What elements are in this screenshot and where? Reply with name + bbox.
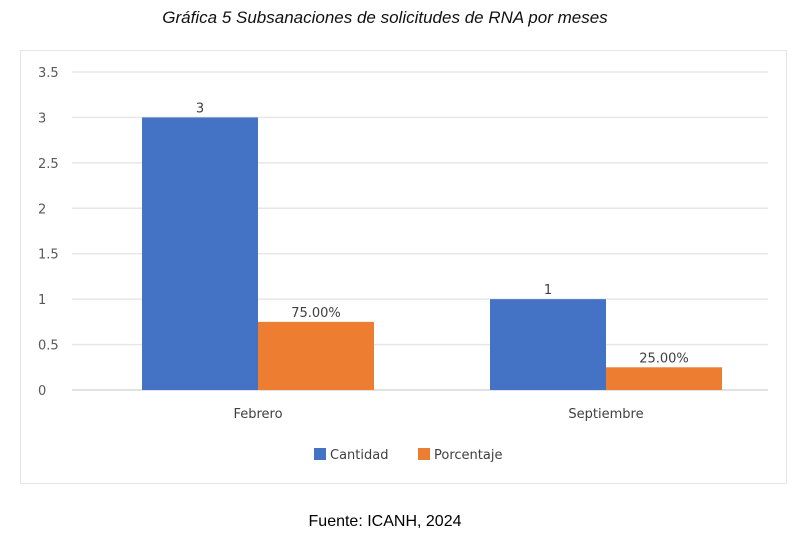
bar-cantidad-febrero <box>142 117 258 390</box>
data-label: 3 <box>196 101 204 116</box>
legend-label: Cantidad <box>330 448 388 463</box>
data-label: 1 <box>544 283 552 298</box>
legend-swatch <box>314 448 326 460</box>
y-tick-label: 1 <box>38 293 46 308</box>
bar-porcentaje-febrero <box>258 321 374 390</box>
legend-label: Porcentaje <box>434 448 502 463</box>
y-tick-label: 3 <box>38 111 46 126</box>
legend-swatch <box>418 448 430 460</box>
bar-cantidad-septiembre <box>490 299 606 390</box>
y-tick-label: 3.5 <box>38 66 59 81</box>
bar-porcentaje-septiembre <box>606 367 722 390</box>
data-label: 25.00% <box>639 351 689 366</box>
y-tick-label: 0.5 <box>38 339 59 354</box>
y-tick-label: 2.5 <box>38 157 59 172</box>
chart-caption: Gráfica 5 Subsanaciones de solicitudes d… <box>162 8 608 27</box>
x-category-label: Septiembre <box>568 407 643 422</box>
x-category-label: Febrero <box>233 407 282 422</box>
y-tick-label: 2 <box>38 202 46 217</box>
data-label: 75.00% <box>291 306 341 321</box>
y-tick-label: 1.5 <box>38 248 59 263</box>
y-tick-label: 0 <box>38 384 46 399</box>
source-note: Fuente: ICANH, 2024 <box>308 513 462 530</box>
